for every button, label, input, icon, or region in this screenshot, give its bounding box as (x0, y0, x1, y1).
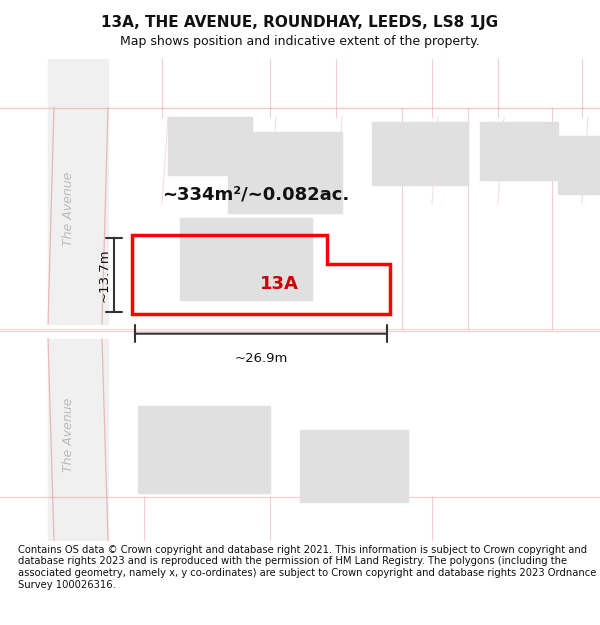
Bar (372, 122, 468, 184)
Text: ~13.7m: ~13.7m (98, 248, 111, 301)
Bar (180, 218, 312, 300)
Bar (168, 117, 252, 175)
Bar (48, 339, 108, 541)
Bar (138, 406, 270, 492)
Bar (558, 136, 600, 194)
Bar (48, 59, 108, 324)
Text: Contains OS data © Crown copyright and database right 2021. This information is : Contains OS data © Crown copyright and d… (18, 545, 596, 589)
Text: The Avenue: The Avenue (62, 398, 76, 472)
Text: ~26.9m: ~26.9m (235, 352, 287, 365)
Bar (228, 131, 342, 213)
Text: Map shows position and indicative extent of the property.: Map shows position and indicative extent… (120, 34, 480, 48)
Text: 13A, THE AVENUE, ROUNDHAY, LEEDS, LS8 1JG: 13A, THE AVENUE, ROUNDHAY, LEEDS, LS8 1J… (101, 15, 499, 30)
Text: ~334m²/~0.082ac.: ~334m²/~0.082ac. (162, 185, 349, 203)
Text: The Avenue: The Avenue (62, 171, 76, 246)
Text: 13A: 13A (260, 276, 298, 293)
Bar (300, 430, 408, 502)
Bar (480, 122, 558, 180)
